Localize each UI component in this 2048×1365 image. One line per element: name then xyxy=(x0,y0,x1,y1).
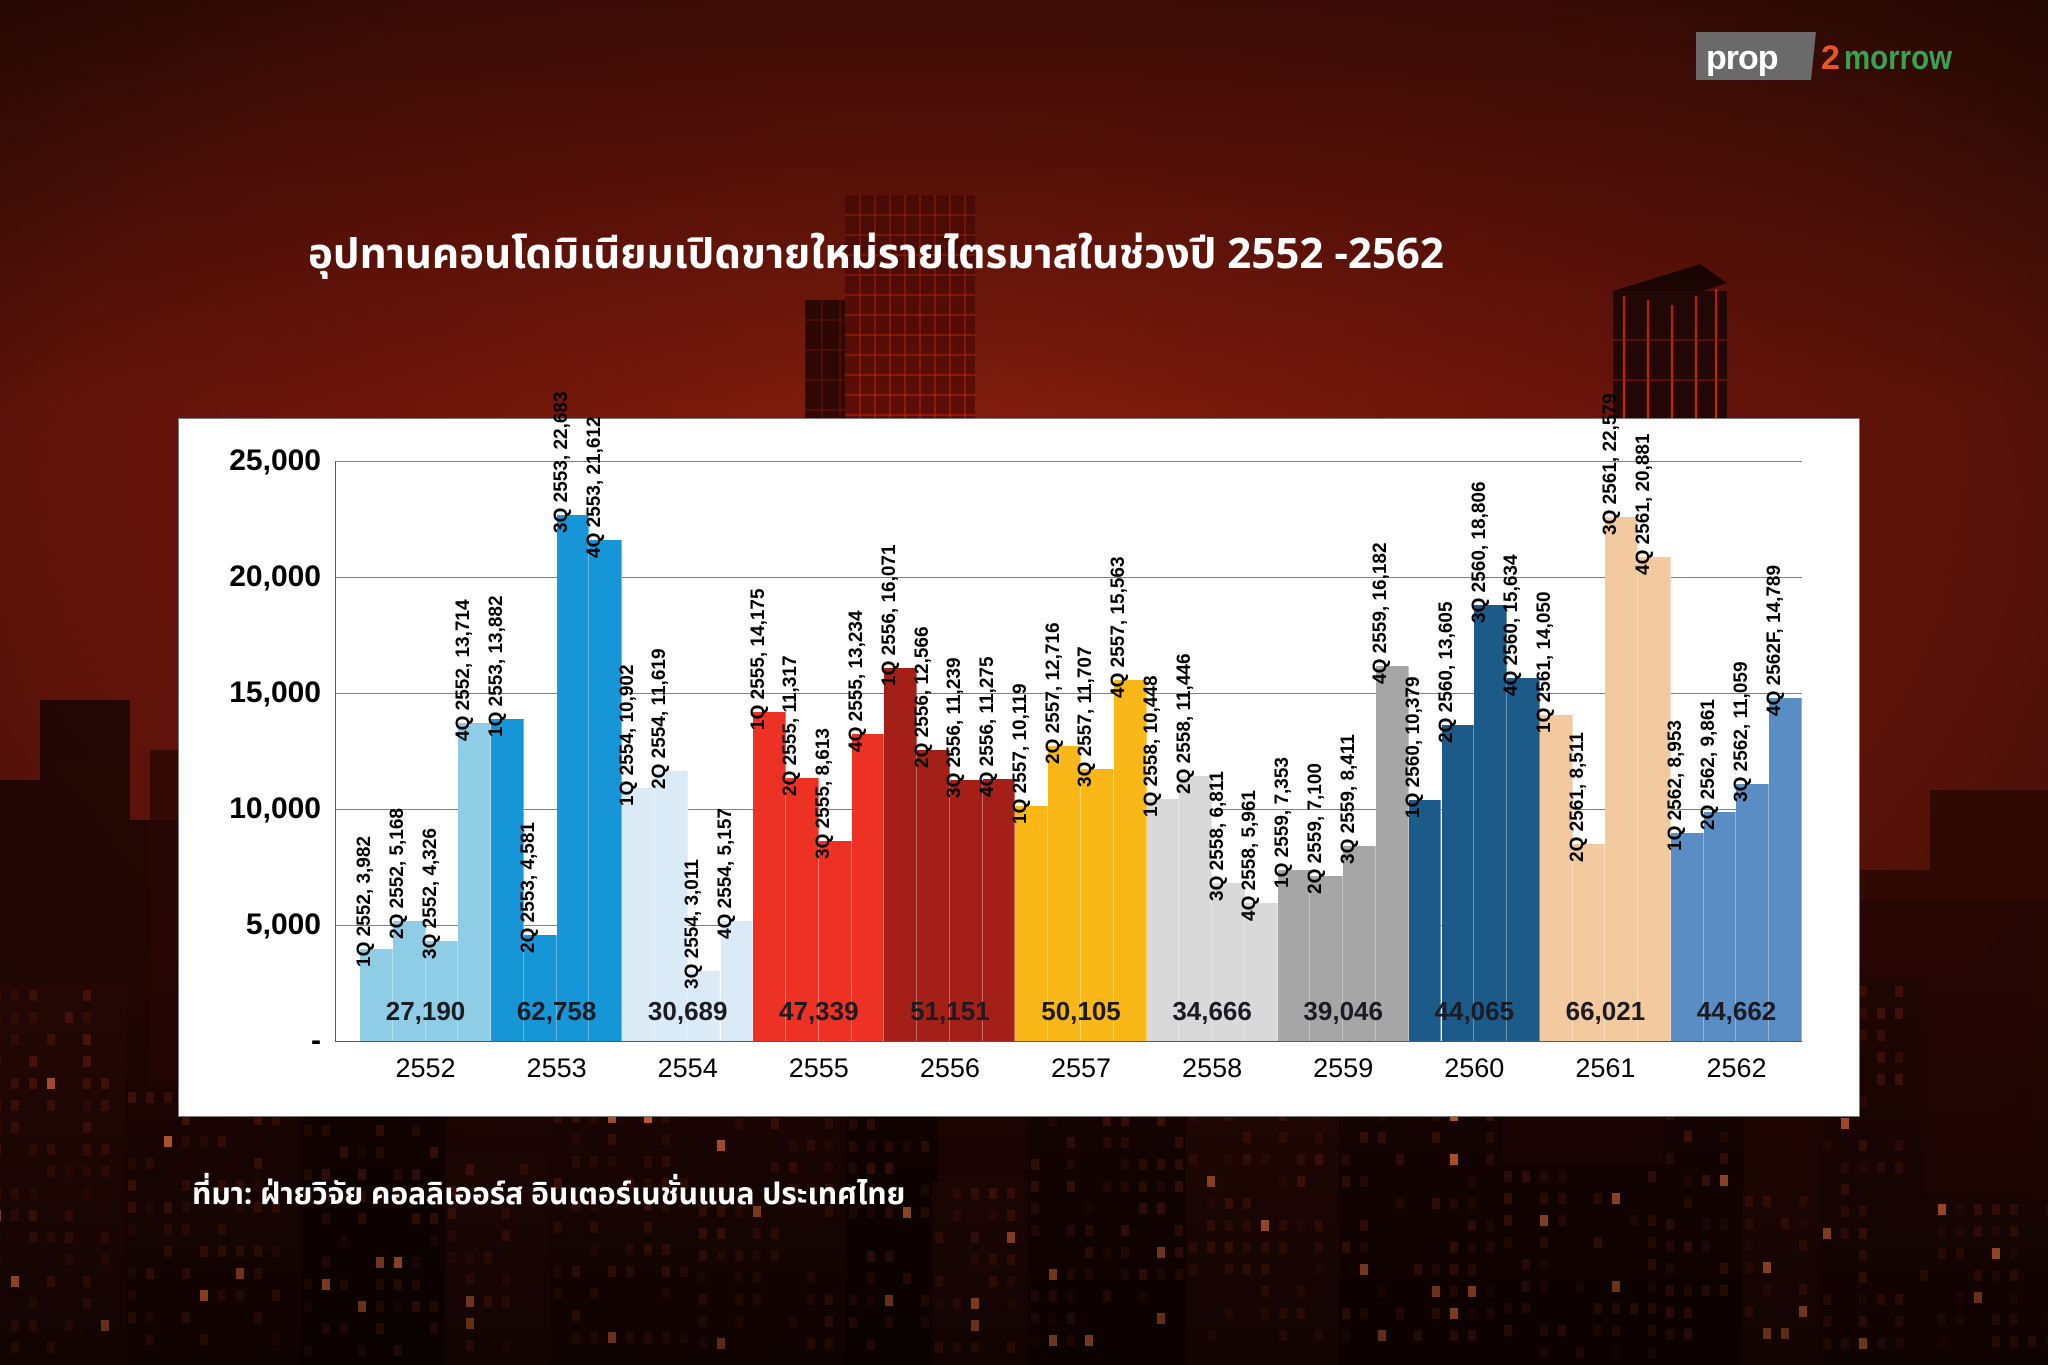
svg-text:morrow: morrow xyxy=(1844,39,1952,77)
svg-text:prop: prop xyxy=(1706,39,1778,77)
svg-text:2: 2 xyxy=(1821,39,1840,77)
